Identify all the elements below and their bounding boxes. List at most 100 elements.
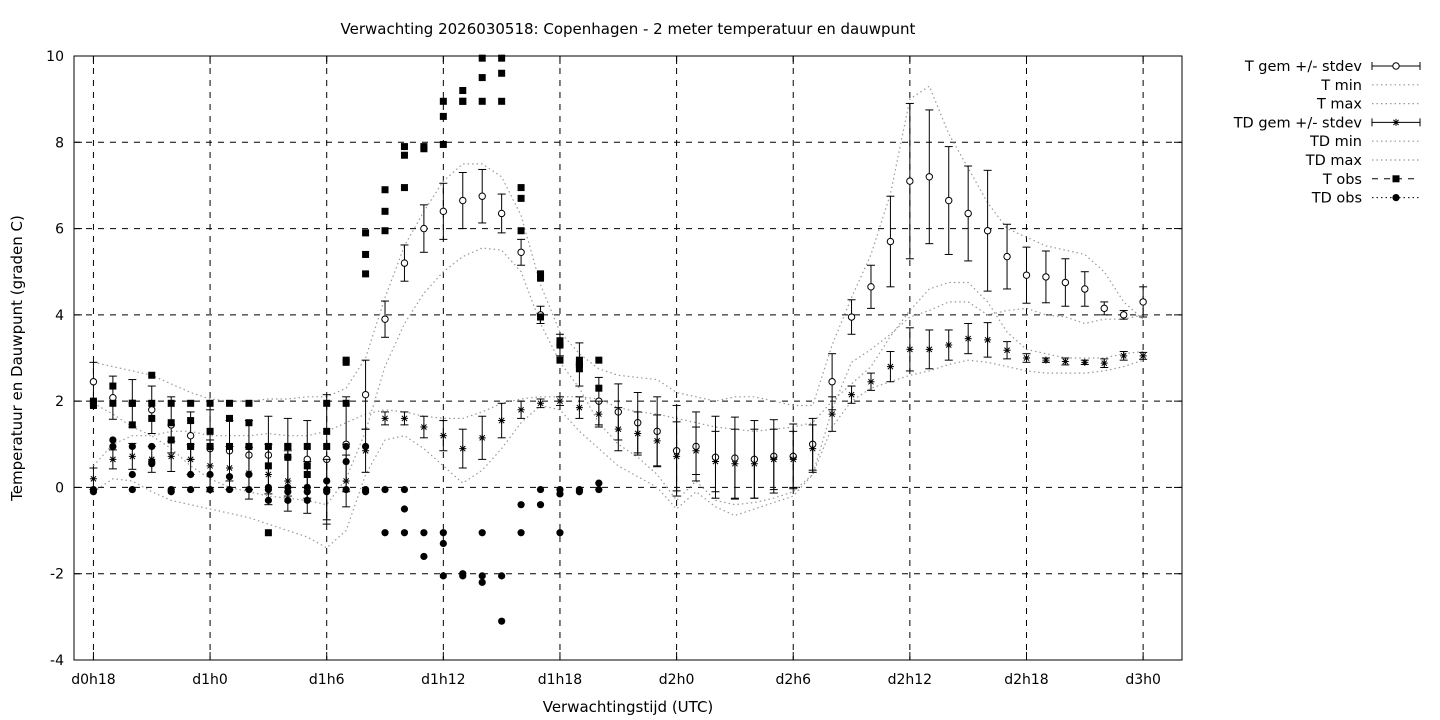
- legend-label-tmax: T max: [1316, 97, 1362, 113]
- td-gem-point: [342, 477, 350, 485]
- legend-label-tobs: T obs: [1322, 172, 1362, 188]
- t-gem-point: [400, 259, 409, 267]
- td-gem-point: [1139, 352, 1147, 360]
- td-obs-point: [498, 572, 506, 580]
- td-obs-point: [109, 436, 117, 444]
- td-obs-point: [361, 442, 370, 451]
- td-obs-point: [187, 442, 195, 451]
- td-obs-point: [381, 485, 389, 494]
- td-obs-point: [556, 529, 564, 537]
- x-tick-label: d1h0: [192, 672, 228, 688]
- td-obs-point: [206, 485, 214, 494]
- legend-label-tdobs: TD obs: [1311, 191, 1362, 207]
- t-gem-point: [828, 378, 836, 386]
- x-tick-label: d2h6: [775, 672, 811, 688]
- t-gem-point: [1119, 311, 1128, 319]
- t-obs-point: [459, 87, 467, 95]
- t-obs-point: [167, 419, 175, 427]
- y-tick-label: 2: [55, 394, 64, 410]
- t-gem-point: [1022, 271, 1031, 279]
- t-obs-point: [517, 184, 525, 192]
- t-obs-point: [167, 436, 175, 444]
- td-gem-point: [673, 452, 681, 460]
- x-tick-label: d1h12: [421, 672, 465, 688]
- td-obs-point: [595, 485, 603, 494]
- t-obs-point: [264, 442, 272, 450]
- td-gem-point: [848, 391, 856, 399]
- td-obs-point: [167, 488, 175, 496]
- t-obs-point: [595, 356, 603, 364]
- t-obs-point: [575, 365, 583, 373]
- t-gem-point: [1081, 285, 1089, 293]
- t-obs-point: [167, 399, 175, 407]
- y-tick-label: 10: [46, 49, 64, 65]
- t-gem-point: [1042, 273, 1050, 281]
- t-obs-point: [381, 227, 389, 235]
- t-gem-point: [1100, 304, 1108, 313]
- td-gem-point: [964, 335, 972, 343]
- td-min-line: [93, 359, 1144, 549]
- td-gem-point: [206, 462, 214, 470]
- t-obs-point: [284, 442, 292, 450]
- td-obs-point: [420, 529, 428, 537]
- y-tick-label: -2: [50, 567, 64, 583]
- t-obs-point: [381, 207, 389, 215]
- td-obs-point: [556, 490, 564, 498]
- t-obs-point: [556, 337, 564, 345]
- t-obs-point: [323, 399, 331, 407]
- td-obs-point: [264, 485, 272, 494]
- t-gem-point: [497, 209, 506, 218]
- t-obs-point: [89, 397, 97, 405]
- t-gem-point: [439, 207, 448, 216]
- t-obs-point: [478, 74, 486, 82]
- td-obs-point: [478, 578, 486, 586]
- t-gem-point: [886, 237, 895, 246]
- td-obs-point: [225, 473, 234, 481]
- td-obs-point: [89, 488, 98, 496]
- t-obs-point: [439, 140, 447, 148]
- td-obs-point: [109, 442, 117, 451]
- td-obs-point: [595, 479, 603, 487]
- td-gem-point: [284, 477, 292, 485]
- t-gem-point: [906, 177, 914, 185]
- t-obs-point: [439, 112, 447, 120]
- t-obs-point: [420, 145, 428, 153]
- chart-title: Verwachting 2026030518: Copenhagen - 2 m…: [341, 20, 916, 38]
- t-obs-point: [537, 274, 545, 282]
- td-obs-point: [284, 488, 292, 496]
- x-tick-label: d2h18: [1004, 672, 1048, 688]
- td-gem-point: [1061, 357, 1069, 365]
- t-obs-point: [187, 417, 195, 425]
- td-gem-point: [517, 406, 525, 414]
- td-gem-point: [128, 452, 136, 460]
- x-tick-label: d2h12: [888, 672, 932, 688]
- t-obs-point: [148, 371, 156, 379]
- td-obs-point: [517, 529, 525, 537]
- td-obs-point: [361, 488, 370, 496]
- td-obs-point: [536, 485, 545, 494]
- t-obs-point: [498, 97, 506, 105]
- td-gem-point: [1003, 346, 1011, 354]
- td-obs-point: [575, 485, 584, 494]
- t-obs-point: [323, 427, 331, 435]
- td-obs-point: [478, 572, 486, 580]
- td-obs-point: [342, 485, 350, 494]
- data-series: [89, 54, 1148, 625]
- td-gem-point: [809, 445, 817, 453]
- td-obs-point: [400, 505, 409, 513]
- t-obs-point: [362, 270, 370, 278]
- td-obs-point: [245, 442, 253, 451]
- legend-label-tgem: T gem +/- stdev: [1244, 59, 1363, 75]
- td-gem-point: [167, 452, 175, 460]
- t-obs-point: [556, 341, 564, 349]
- td-gem-point: [750, 460, 758, 468]
- y-tick-label: 4: [55, 308, 64, 324]
- td-obs-point: [128, 470, 136, 479]
- t-obs-point: [498, 69, 506, 77]
- td-obs-point: [400, 485, 409, 494]
- td-obs-point: [381, 529, 389, 537]
- t-obs-point: [478, 54, 486, 62]
- td-gem-point: [614, 425, 622, 433]
- y-axis-label: Temperatuur en Dauwpunt (graden C): [8, 215, 26, 502]
- td-obs-point: [517, 501, 525, 509]
